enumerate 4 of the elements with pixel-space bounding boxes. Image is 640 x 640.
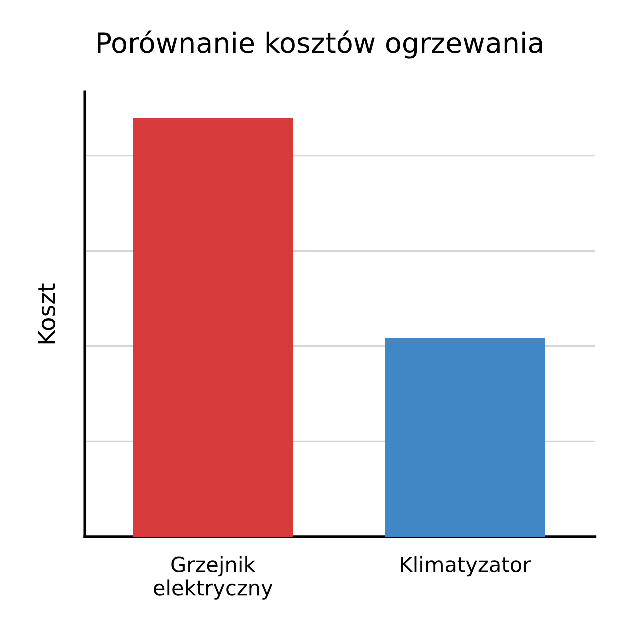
y-axis-title: Koszt <box>38 284 56 344</box>
chart-title: Porównanie kosztów ogrzewania <box>98 30 542 59</box>
x-tick-label: Grzejnik elektryczny <box>154 556 273 600</box>
x-tick-label: Klimatyzator <box>401 556 532 577</box>
